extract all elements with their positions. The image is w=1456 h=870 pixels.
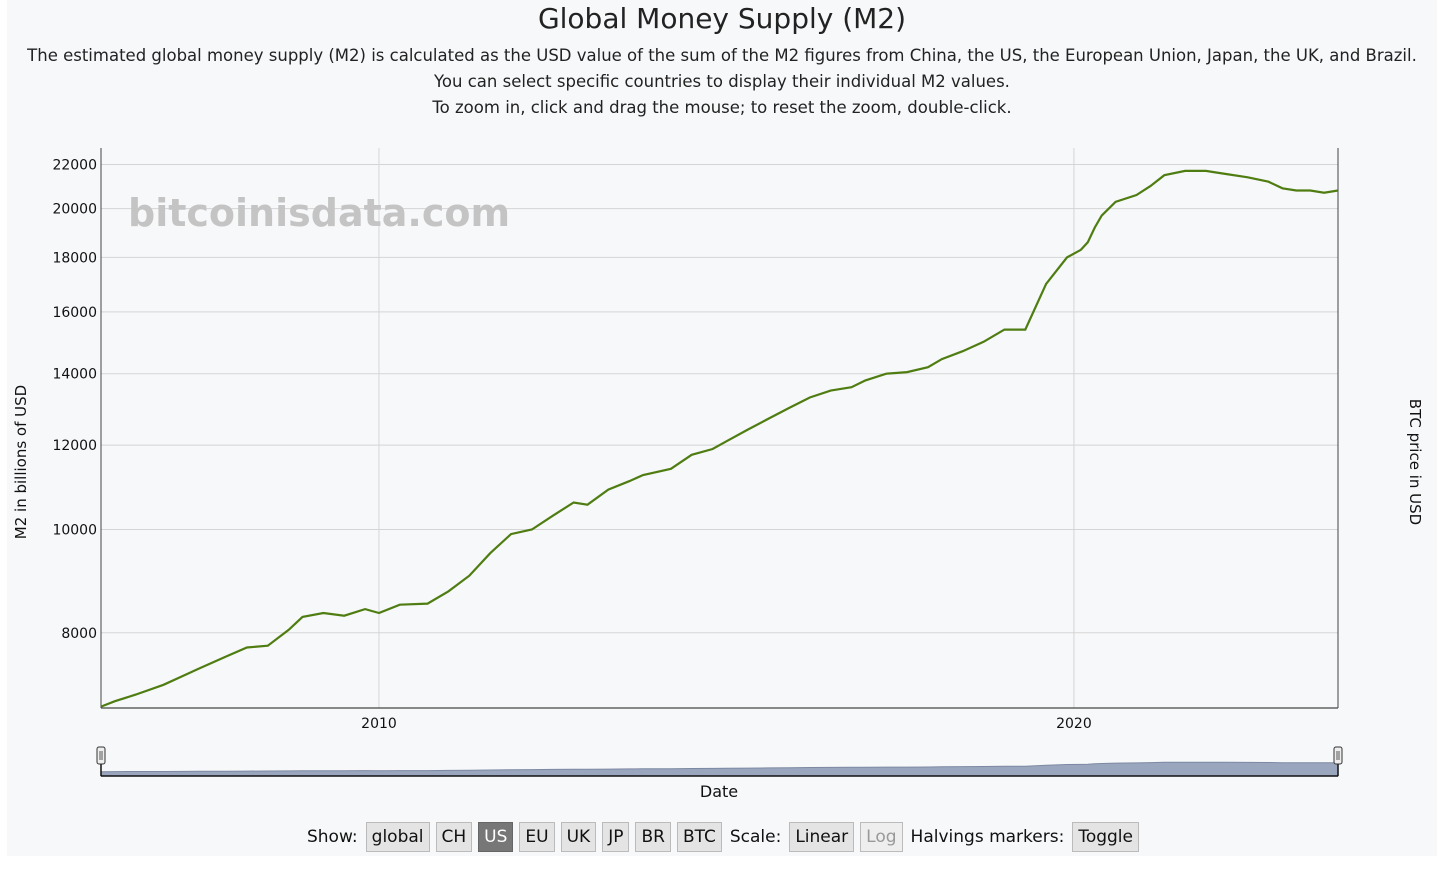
show-jp-button[interactable]: JP (602, 822, 630, 852)
page-title: Global Money Supply (M2) (537, 2, 907, 35)
range-left-handle[interactable] (96, 746, 106, 765)
description-line-2: You can select specific countries to dis… (434, 72, 1010, 91)
x-tick-label: 2020 (1056, 716, 1092, 732)
y-tick-label: 16000 (52, 305, 97, 321)
range-overview-area (100, 761, 1339, 777)
scale-log-button[interactable]: Log (860, 822, 903, 852)
x-axis-label: Date (700, 782, 738, 801)
scale-label: Scale: (729, 827, 782, 847)
ticks: 8000 10000 12000 14000 16000 18000 20000 22000 2… (52, 158, 1091, 732)
y-tick-label: 22000 (52, 158, 97, 174)
description-line-3: To zoom in, click and drag the mouse; to… (432, 98, 1012, 117)
control-bar: Show: global CH US EU UK JP BR BTC Scale… (0, 822, 1444, 852)
y-tick-label: 20000 (52, 202, 97, 218)
halvings-toggle-button[interactable]: Toggle (1072, 822, 1139, 852)
range-right-handle[interactable] (1333, 746, 1343, 765)
y-axis-label: M2 in billions of USD (12, 385, 30, 539)
y-tick-label: 14000 (52, 367, 97, 383)
y-tick-label: 8000 (61, 626, 97, 642)
y-tick-label: 12000 (52, 438, 97, 454)
y-tick-label: 10000 (52, 522, 97, 538)
show-btc-button[interactable]: BTC (676, 822, 722, 852)
show-us-button[interactable]: US (478, 822, 514, 852)
show-ch-button[interactable]: CH (435, 822, 473, 852)
description-line-1: The estimated global money supply (M2) i… (27, 46, 1417, 65)
halvings-label: Halvings markers: (910, 827, 1065, 847)
x-tick-label: 2010 (361, 716, 397, 732)
show-label: Show: (306, 827, 358, 847)
watermark: bitcoinisdata.com (128, 191, 510, 235)
axes (100, 148, 1339, 709)
y-tick-label: 18000 (52, 250, 97, 266)
m2-chart[interactable]: bitcoinisdata.com 8000 10000 12000 14000 160… (0, 0, 1456, 820)
show-br-button[interactable]: BR (635, 822, 671, 852)
grid (101, 148, 1338, 708)
show-eu-button[interactable]: EU (519, 822, 555, 852)
plot-area (101, 148, 1338, 708)
series-line-us-m2 (100, 169, 1339, 708)
show-global-button[interactable]: global (365, 822, 430, 852)
y2-axis-label: BTC price in USD (1406, 399, 1424, 525)
show-uk-button[interactable]: UK (560, 822, 597, 852)
range-selector[interactable] (96, 746, 1343, 777)
scale-linear-button[interactable]: Linear (789, 822, 855, 852)
